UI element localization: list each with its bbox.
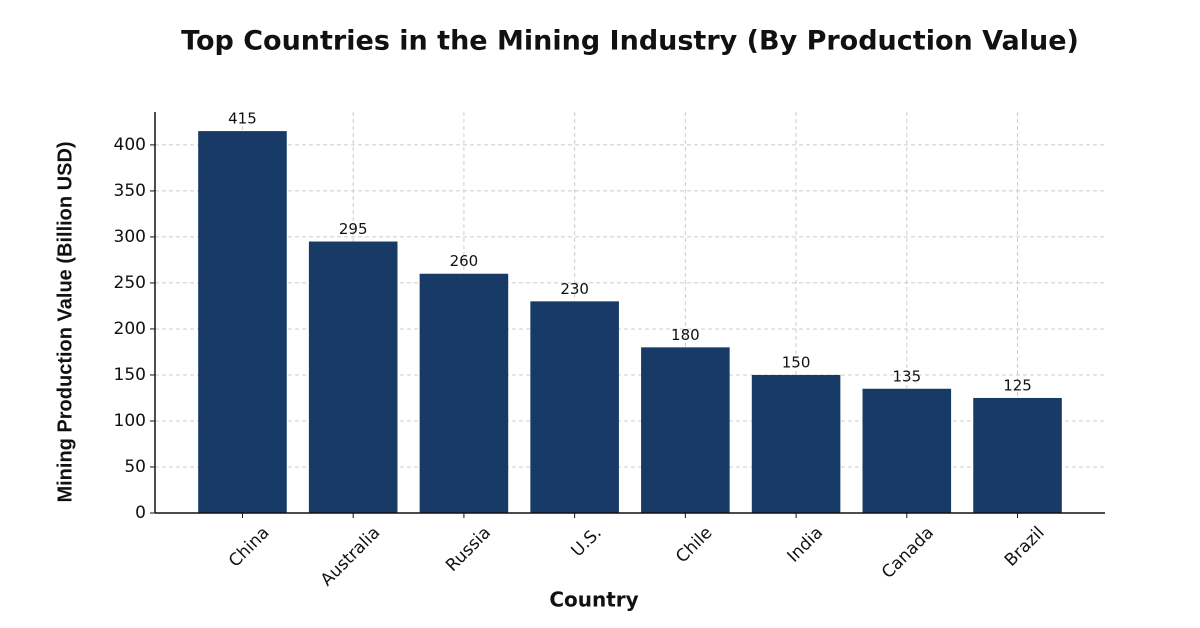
y-tick-label: 350 xyxy=(114,181,146,201)
value-label: 415 xyxy=(228,110,257,128)
value-label: 135 xyxy=(892,367,921,385)
value-label: 230 xyxy=(560,280,589,298)
bar xyxy=(530,301,619,513)
bar xyxy=(862,388,952,513)
y-tick-label: 150 xyxy=(114,365,146,385)
y-tick-label: 250 xyxy=(114,273,146,293)
y-tick-label: 0 xyxy=(135,503,146,523)
value-label: 295 xyxy=(339,220,368,238)
bar xyxy=(308,241,398,514)
bar xyxy=(419,273,509,513)
x-tick-label: Australia xyxy=(317,523,384,590)
y-tick-label: 50 xyxy=(124,457,146,477)
y-tick-label: 200 xyxy=(114,319,146,339)
x-tick-label: Russia xyxy=(442,523,495,576)
x-tick-label: U.S. xyxy=(567,523,605,561)
value-label: 150 xyxy=(782,353,811,371)
bar xyxy=(198,131,287,513)
x-tick-label: Canada xyxy=(878,523,938,583)
x-tick-label: China xyxy=(225,523,273,571)
x-tick-label: Brazil xyxy=(1001,523,1049,571)
x-tick-label: Chile xyxy=(672,523,716,567)
value-label: 260 xyxy=(450,252,479,270)
chart-title: Top Countries in the Mining Industry (By… xyxy=(181,26,1079,57)
x-tick-label: India xyxy=(784,523,828,567)
value-label: 180 xyxy=(671,326,700,344)
y-tick-label: 400 xyxy=(114,135,146,155)
y-tick-label: 100 xyxy=(114,411,146,431)
y-tick-label: 300 xyxy=(114,227,146,247)
x-axis-label: Country xyxy=(549,588,638,612)
bar xyxy=(641,347,730,513)
bar xyxy=(751,374,841,513)
bar xyxy=(973,397,1062,513)
y-axis-label: Mining Production Value (Billion USD) xyxy=(54,141,76,502)
value-label: 125 xyxy=(1003,376,1032,394)
